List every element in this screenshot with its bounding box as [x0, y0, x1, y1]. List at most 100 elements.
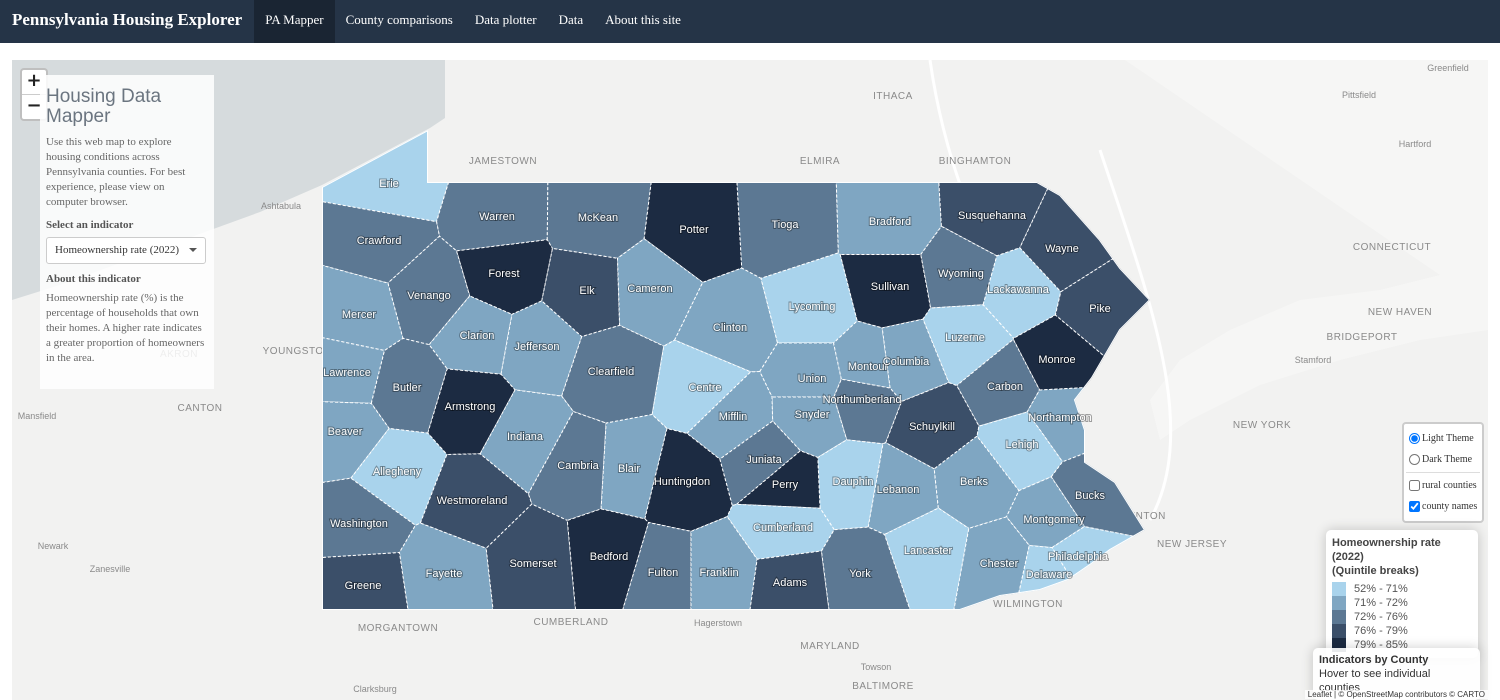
county[interactable]	[428, 295, 513, 375]
county-name: Adams	[773, 577, 808, 589]
county-name: Pike	[1089, 303, 1110, 315]
county[interactable]	[370, 337, 448, 434]
place-label: Ashtabula	[261, 201, 301, 211]
place-label: CONNECTICUT	[1353, 242, 1431, 253]
county-name: Wayne	[1045, 243, 1079, 255]
county-name: York	[849, 568, 871, 580]
county[interactable]	[600, 414, 668, 520]
county-name: Huntingdon	[654, 476, 710, 488]
side-panel: Housing Data Mapper Use this web map to …	[40, 75, 214, 389]
county[interactable]	[651, 339, 752, 434]
county[interactable]	[839, 254, 932, 329]
legend-row: 71% - 72%	[1332, 596, 1472, 610]
zoom-out[interactable]: −	[22, 94, 46, 119]
nav-item[interactable]: Data	[558, 12, 584, 27]
county-name: Mercer	[342, 309, 377, 321]
zoom-in[interactable]: +	[26, 70, 42, 91]
county-name: Carbon	[987, 381, 1023, 393]
county[interactable]	[883, 507, 970, 630]
county[interactable]	[300, 551, 412, 630]
county-name: Delaware	[1026, 569, 1072, 581]
county[interactable]	[976, 411, 1064, 492]
county[interactable]	[956, 338, 1041, 427]
county-name: Franklin	[699, 567, 738, 579]
theme-option[interactable]: Dark Theme	[1406, 449, 1480, 470]
legend-row: 76% - 79%	[1332, 624, 1472, 638]
county-name: Northampton	[1028, 412, 1092, 424]
county[interactable]	[746, 550, 833, 630]
county[interactable]	[300, 197, 441, 284]
county-name: Beaver	[328, 426, 363, 438]
theme-option[interactable]: Light Theme	[1406, 428, 1480, 449]
region-shade	[1125, 60, 1488, 440]
county[interactable]	[541, 247, 621, 338]
county-name: Luzerne	[945, 332, 985, 344]
place-label: Towson	[861, 662, 892, 672]
county-name: Warren	[479, 211, 515, 223]
county-name: Clarion	[460, 330, 495, 342]
county[interactable]	[300, 258, 404, 352]
map[interactable]: ITHACA JAMESTOWN ELMIRA BINGHAMTON Ashtabula…	[12, 60, 1488, 700]
panel-title: Housing Data Mapper	[46, 86, 162, 127]
overlay-checkbox[interactable]	[1409, 501, 1420, 512]
theme-radio[interactable]	[1409, 454, 1420, 465]
nav-item[interactable]: County comparisons	[345, 12, 453, 27]
place-label: CUMBERLAND	[533, 617, 608, 628]
county-name: Washington	[330, 518, 388, 530]
county-name: Perry	[772, 479, 799, 491]
place-label: WILMINGTON	[993, 599, 1063, 610]
place-label: CANTON	[177, 403, 222, 414]
nav-item[interactable]: Data plotter	[474, 12, 537, 27]
county-name: Venango	[407, 290, 450, 302]
place-label: Newark	[38, 541, 69, 551]
county-name: Dauphin	[833, 476, 874, 488]
place-label: NEW JERSEY	[1157, 539, 1227, 550]
county-name: Potter	[679, 224, 709, 236]
county-name: Somerset	[509, 558, 556, 570]
indicator-select[interactable]: Homeownership rate (2022)	[46, 237, 206, 264]
place-label: BALTIMORE	[852, 681, 914, 692]
county-name: Fulton	[648, 567, 679, 579]
county-name: Lawrence	[323, 367, 371, 379]
place-label: BINGHAMTON	[939, 156, 1012, 167]
county[interactable]	[616, 238, 704, 347]
overlay-option[interactable]: county names	[1406, 496, 1480, 517]
county-name: Juniata	[746, 454, 782, 466]
county-name: Cameron	[627, 283, 672, 295]
legend-swatch	[1332, 582, 1346, 596]
brand[interactable]: Pennsylvania Housing Explorer	[12, 10, 243, 29]
county[interactable]	[833, 320, 891, 389]
county-name: Indiana	[507, 431, 544, 443]
nav-item[interactable]: PA Mapper	[254, 0, 335, 43]
place-label: NEW HAVEN	[1368, 307, 1432, 318]
place-label: Stamford	[1295, 355, 1332, 365]
place-label: TRENTON	[1114, 511, 1166, 522]
theme-radio[interactable]	[1409, 433, 1420, 444]
county-name: Lancaster	[904, 545, 953, 557]
attribution[interactable]: Leaflet | © OpenStreetMap contributors ©…	[1304, 690, 1488, 699]
county[interactable]	[920, 225, 998, 309]
place-label: NEW YORK	[1233, 420, 1291, 431]
county[interactable]	[726, 503, 835, 560]
county[interactable]	[690, 516, 758, 630]
county[interactable]	[419, 453, 533, 549]
county[interactable]	[820, 526, 918, 630]
overlay-checkbox[interactable]	[1409, 480, 1420, 491]
counties	[300, 130, 1150, 630]
county-name: Snyder	[795, 409, 830, 421]
county-name: Lackawanna	[987, 284, 1050, 296]
legend-label: 72% - 76%	[1354, 611, 1408, 623]
place-label: Hagerstown	[694, 618, 742, 628]
nav-item[interactable]: About this site	[605, 12, 681, 27]
county[interactable]	[881, 318, 950, 403]
theme-label: Dark Theme	[1422, 454, 1473, 465]
county[interactable]	[479, 389, 574, 495]
county[interactable]	[885, 382, 980, 470]
about-text: Homeownership rate (%) is the percentage…	[46, 292, 205, 364]
legend: Homeownership rate (2022) (Quintile brea…	[1326, 530, 1478, 658]
county-name: Wyoming	[938, 268, 984, 280]
county[interactable]	[644, 427, 733, 532]
legend-swatch	[1332, 610, 1346, 624]
county-name: Lebanon	[877, 484, 920, 496]
overlay-option[interactable]: rural counties	[1406, 475, 1480, 496]
